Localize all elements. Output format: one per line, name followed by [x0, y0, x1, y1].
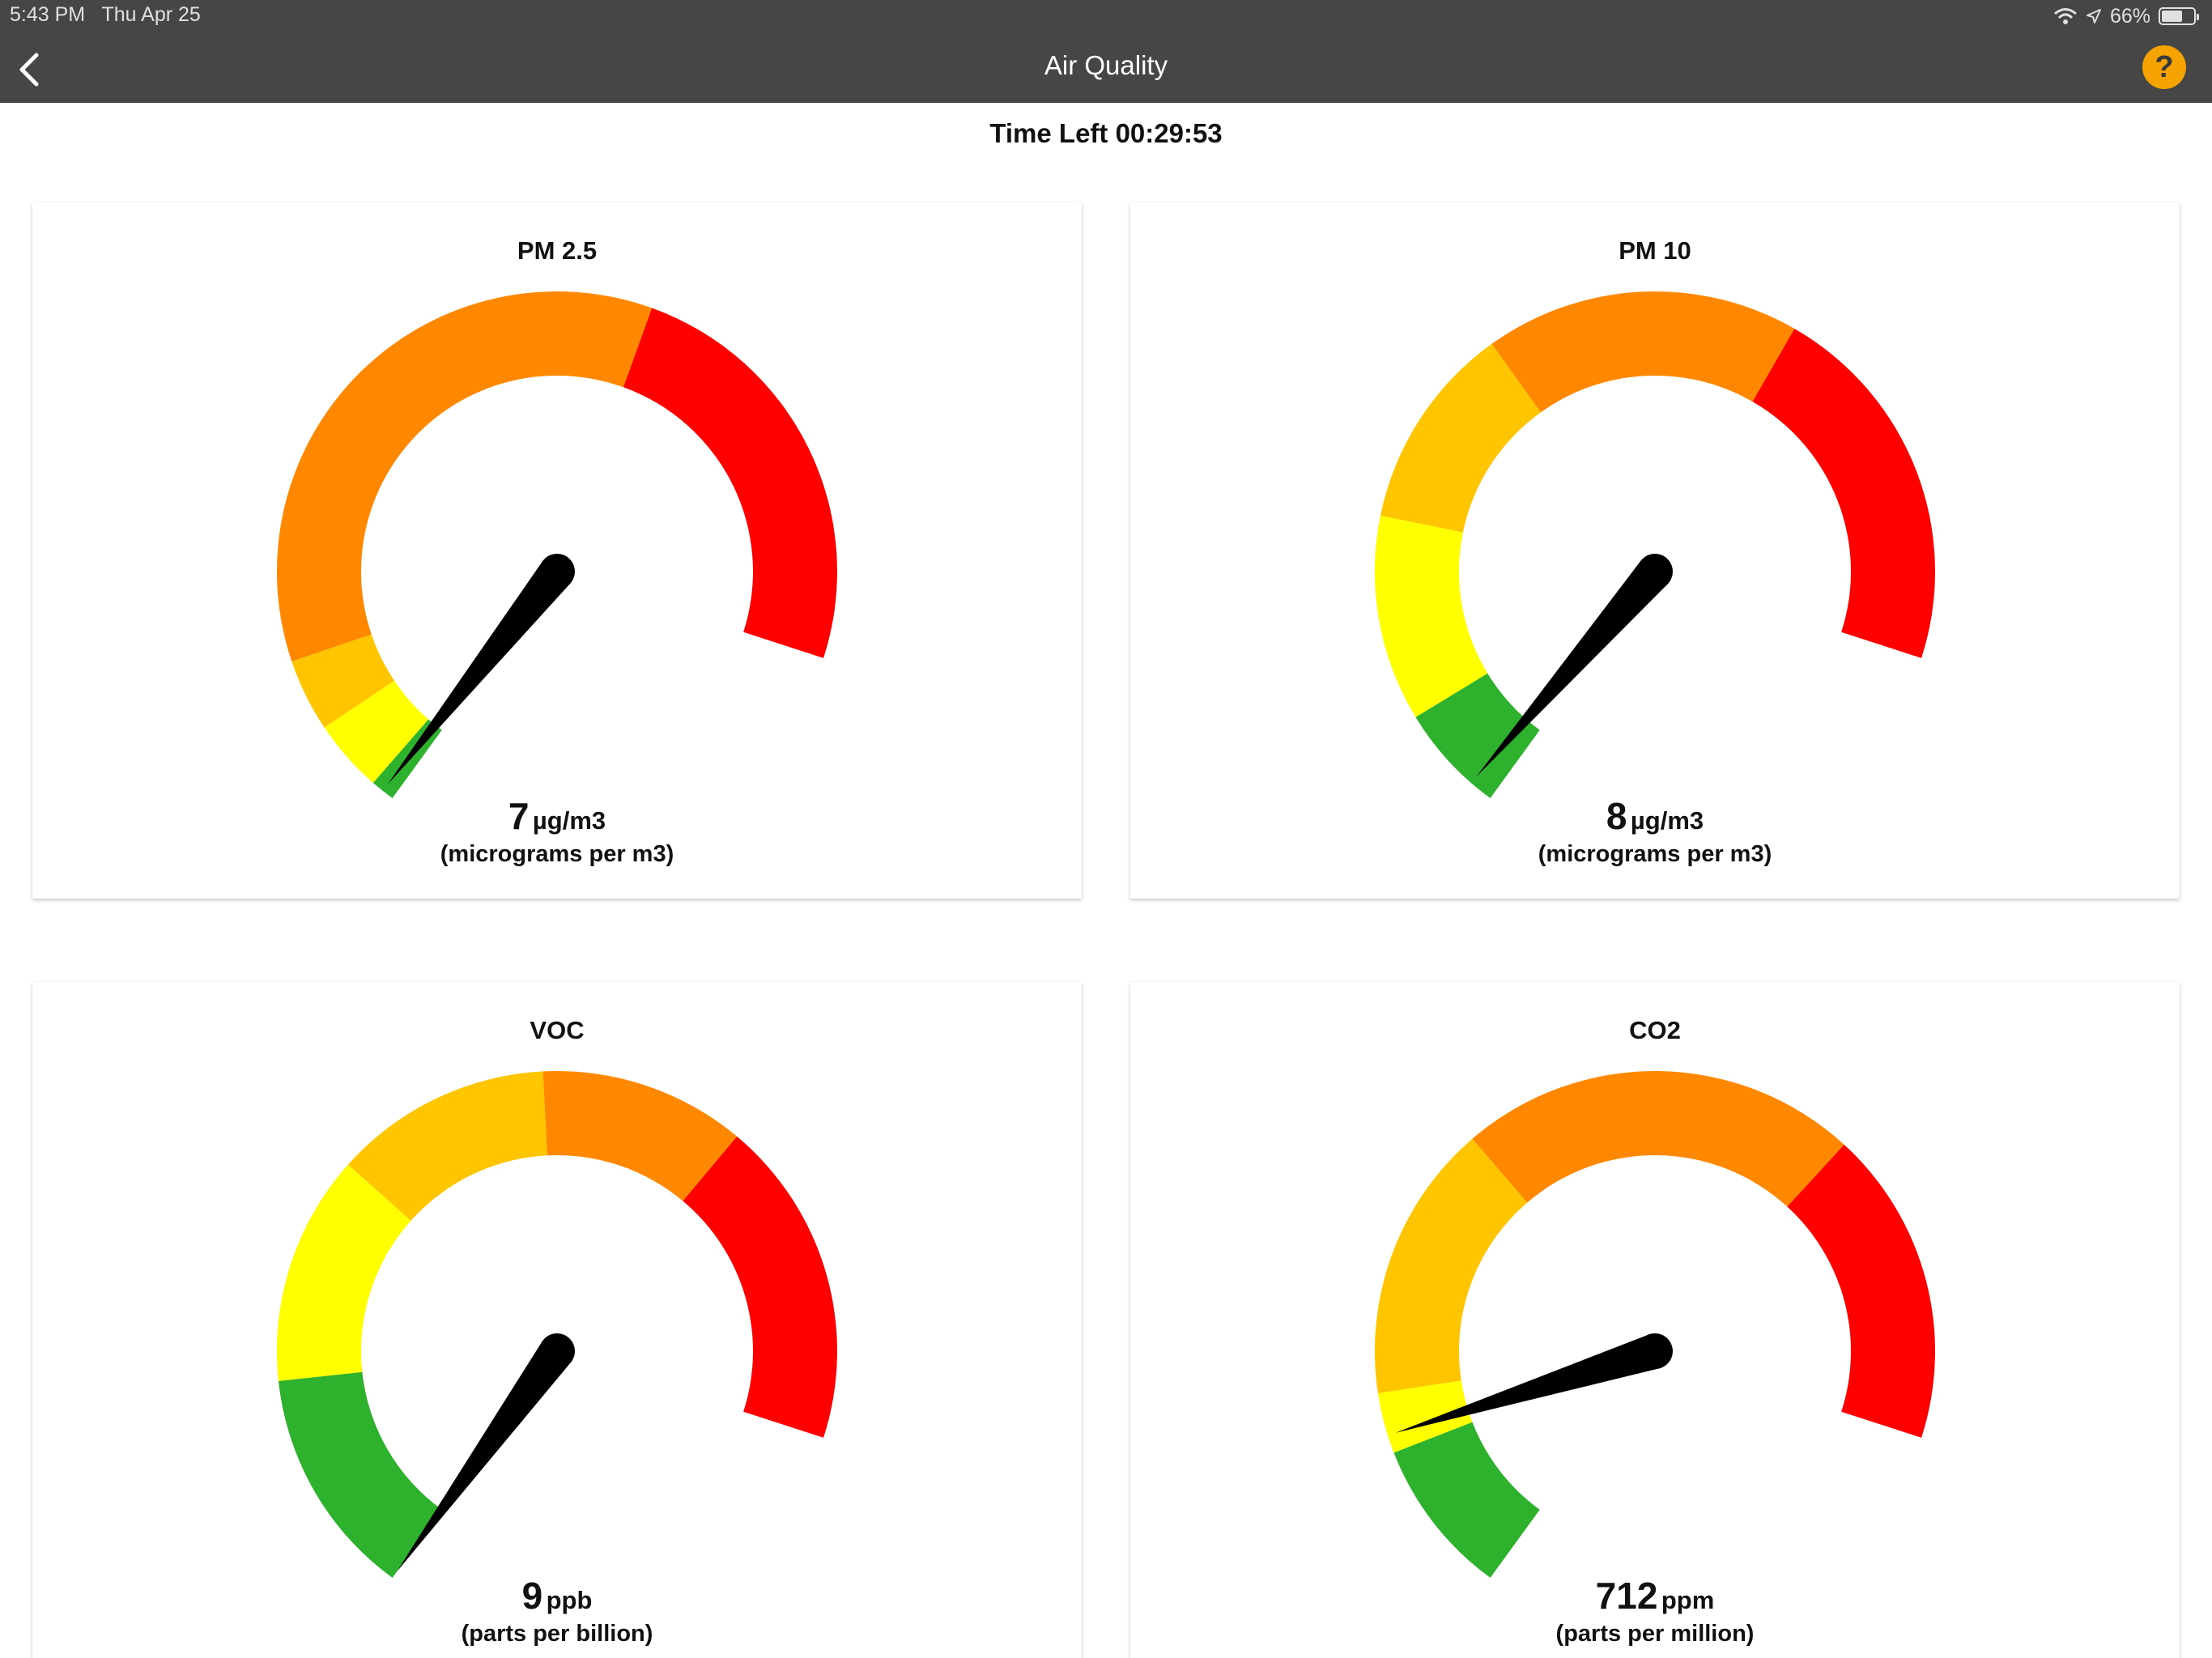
gauge-title: CO2 — [1629, 1016, 1681, 1044]
gauge-value: 9 — [521, 1575, 543, 1617]
gauge-card-pm25: PM 2.5 7 µg/m3 (micrograms per m3) — [32, 202, 1082, 899]
gauge-band-orange — [1491, 291, 1795, 413]
gauge-band-yellow — [324, 680, 429, 783]
wifi-icon — [2053, 8, 2077, 24]
gauge-band-red — [683, 1136, 837, 1438]
location-arrow-icon — [2086, 9, 2101, 23]
gauge-needle — [1476, 559, 1669, 777]
status-indicators: 66% — [2053, 3, 2199, 29]
gauge-value: 7 — [508, 795, 530, 837]
gauge-title: PM 2.5 — [517, 236, 598, 265]
gauge-band-yellow — [1377, 1380, 1473, 1453]
status-time: 5:43 PM Thu Apr 25 — [10, 3, 201, 27]
gauge-band-amber — [1375, 1138, 1528, 1393]
gauge-band-red — [1787, 1144, 1935, 1438]
gauge-unit-description: (parts per billion) — [461, 1620, 653, 1647]
gauge-value: 712 — [1595, 1575, 1658, 1617]
status-date: Thu Apr 25 — [101, 3, 201, 26]
gauge-needle — [1395, 1334, 1661, 1433]
help-button[interactable]: ? — [2142, 45, 2186, 89]
gauge-unit: µg/m3 — [532, 806, 606, 835]
gauge-unit-description: (micrograms per m3) — [440, 840, 674, 867]
gauge-reading: 9 ppb (parts per billion) — [32, 1575, 1082, 1647]
time-left-countdown: Time Left 00:29:53 — [989, 118, 1223, 148]
gauge-band-amber — [291, 634, 394, 728]
gauge-needle — [397, 1341, 572, 1571]
page-title: Air Quality — [1044, 50, 1168, 80]
gauge-unit-description: (parts per million) — [1555, 1620, 1755, 1647]
gauge-band-green — [278, 1371, 442, 1578]
gauge-title: VOC — [530, 1016, 585, 1044]
gauge-band-red — [1752, 328, 1935, 658]
gauge-band-green — [1415, 673, 1540, 798]
gauge-band-green — [1393, 1422, 1540, 1578]
gauge-unit: ppm — [1661, 1586, 1715, 1614]
gauge-band-orange — [1472, 1071, 1844, 1207]
back-button[interactable] — [6, 47, 52, 92]
gauge-dial — [1375, 291, 1935, 798]
gauge-unit: µg/m3 — [1630, 806, 1704, 835]
gauge-unit-description: (micrograms per m3) — [1538, 840, 1772, 867]
battery-percent: 66% — [2109, 4, 2150, 28]
gauge-card-voc: VOC 9 ppb (parts per billion) — [32, 982, 1082, 1658]
gauge-band-yellow — [1375, 515, 1488, 717]
chevron-left-icon — [19, 53, 39, 87]
gauge-band-orange — [542, 1071, 738, 1201]
gauge-band-orange — [277, 291, 653, 662]
gauge-needle-hub — [539, 554, 575, 589]
gauge-needle-hub — [539, 1333, 575, 1369]
gauge-value: 8 — [1606, 795, 1627, 837]
battery-icon — [2159, 7, 2199, 25]
gauge-reading: 712 ppm (parts per million) — [1130, 1575, 2180, 1647]
gauge-needle-hub — [1637, 1333, 1673, 1369]
gauge-dial — [1375, 1071, 1935, 1578]
gauge-card-pm10: PM 10 8 µg/m3 (micrograms per m3) — [1130, 202, 2180, 899]
gauge-unit: ppb — [546, 1586, 593, 1614]
gauge-reading: 7 µg/m3 (micrograms per m3) — [32, 795, 1082, 868]
gauge-reading: 8 µg/m3 (micrograms per m3) — [1130, 795, 2180, 868]
gauge-dial — [277, 1071, 837, 1578]
status-clock: 5:43 PM — [10, 3, 86, 26]
battery-fill — [2162, 11, 2183, 22]
gauge-band-amber — [1380, 343, 1541, 533]
gauge-band-yellow — [277, 1164, 411, 1381]
gauge-title: PM 10 — [1619, 236, 1691, 265]
header: 5:43 PM Thu Apr 25 66% Air Quality ? — [0, 0, 2212, 103]
gauge-band-red — [623, 308, 837, 658]
gauge-dial — [277, 291, 837, 798]
gauge-needle-hub — [1637, 554, 1673, 589]
gauge-card-co2: CO2 712 ppm (parts per million) — [1130, 982, 2180, 1658]
gauge-band-amber — [347, 1071, 547, 1221]
gauge-needle — [387, 560, 572, 784]
